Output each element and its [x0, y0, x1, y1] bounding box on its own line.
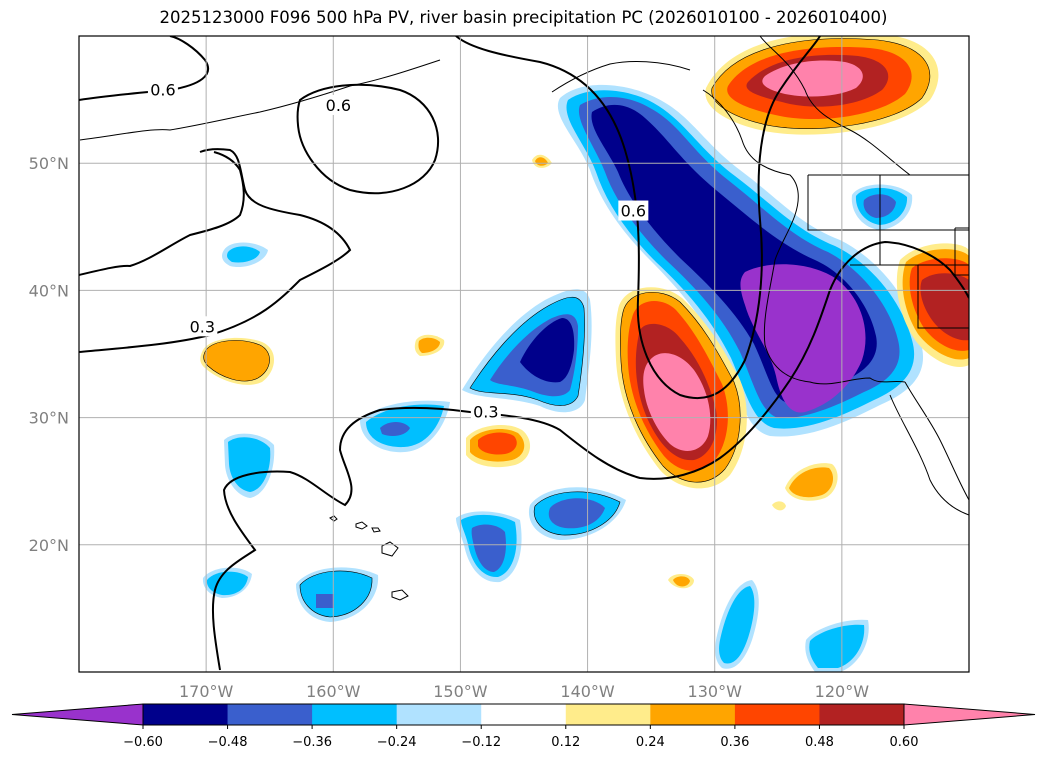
lat-tick-label: 20°N	[29, 536, 69, 555]
colorbar-segment	[565, 704, 651, 725]
positive-anomaly-bc-coast	[705, 36, 939, 135]
colorbar-tick-label: −0.36	[292, 735, 332, 750]
colorbar-segment	[143, 704, 229, 725]
colorbar-tick-label: −0.48	[208, 735, 248, 750]
hawaiian-islands	[329, 515, 409, 601]
lon-tick-label: 120°W	[815, 682, 870, 701]
gridlines	[79, 36, 969, 672]
pv-contour-0.6-trough	[455, 36, 821, 400]
map-title: 2025123000 F096 500 hPa PV, river basin …	[159, 8, 888, 27]
lat-tick-label: 40°N	[29, 281, 69, 300]
pv-contour-labels: 0.6 0.6 0.6 0.3 0.3	[147, 79, 649, 422]
pv-contour-0.6-closed	[296, 83, 440, 195]
colorbar-tick-label: 0.12	[551, 735, 580, 750]
colorbar-tick-label: 0.60	[890, 735, 919, 750]
contour-label-bg	[618, 200, 649, 221]
colorbar-segment	[396, 704, 482, 725]
colorbar-tick-label: −0.24	[377, 735, 417, 750]
coastlines	[79, 36, 969, 516]
colorbar-extend-low	[11, 703, 144, 726]
lon-tick-label: 170°W	[179, 682, 234, 701]
negative-anomaly-west-coast	[557, 84, 924, 437]
lat-tick-label: 50°N	[29, 154, 69, 173]
colorbar-segment	[481, 704, 567, 725]
contour-label-bg	[470, 401, 501, 422]
colorbar-extend-high	[903, 703, 1036, 726]
pv-contour-label: 0.6	[621, 202, 646, 221]
pv-contour-label: 0.6	[326, 96, 351, 115]
colorbar-segment	[312, 704, 398, 725]
colorbar-tick-label: −0.60	[123, 735, 163, 750]
colorbar: −0.60 −0.48 −0.36 −0.24 −0.12 0.12 0.24 0.36 0.4…	[11, 703, 1036, 750]
anomaly-outlines	[203, 38, 931, 618]
colorbar-segment	[819, 704, 905, 725]
colorbar-tick-label: 0.48	[805, 735, 834, 750]
contour-label-bg	[187, 316, 218, 337]
pv-contour-label: 0.3	[473, 403, 498, 422]
colorbar-tick-label: 0.36	[720, 735, 749, 750]
map-plot-area: 0.6 0.6 0.6 0.3 0.3	[79, 36, 969, 672]
contour-label-bg	[147, 79, 178, 100]
lon-tick-label: 130°W	[688, 682, 743, 701]
lon-tick-label: 150°W	[433, 682, 488, 701]
colorbar-tick-label: −0.12	[461, 735, 501, 750]
lon-tick-label: 160°W	[306, 682, 361, 701]
contour-label-bg	[323, 94, 354, 115]
pv-contour-0.3-south	[79, 151, 245, 276]
longitude-labels: 170°W 160°W 150°W 140°W 130°W 120°W	[179, 682, 869, 701]
colorbar-tick-label: 0.24	[636, 735, 665, 750]
colorbar-segment	[734, 704, 820, 725]
pv-contour-label: 0.3	[190, 317, 215, 336]
pv-contour-0.6-west	[79, 36, 210, 101]
lat-tick-label: 30°N	[29, 409, 69, 428]
negative-anomaly-central-pacific	[462, 289, 592, 413]
pv-contour-label: 0.6	[150, 81, 175, 100]
plot-frame	[78, 35, 970, 673]
latitude-labels: 50°N 40°N 30°N 20°N	[29, 154, 69, 555]
colorbar-segment	[650, 704, 736, 725]
colorbar-segment	[227, 704, 313, 725]
lon-tick-label: 140°W	[560, 682, 615, 701]
colorbar-frame	[142, 703, 905, 726]
